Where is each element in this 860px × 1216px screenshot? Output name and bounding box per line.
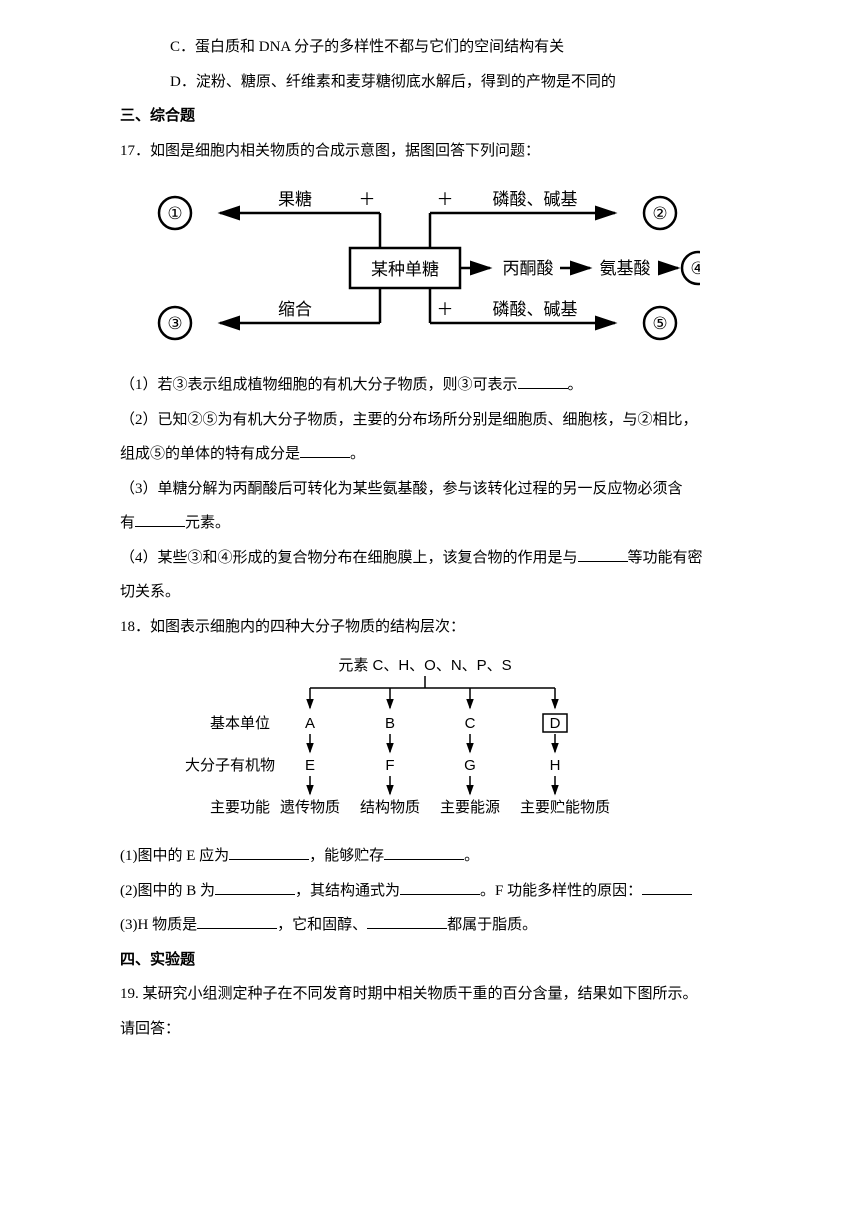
svg-text:缩合: 缩合 — [278, 300, 312, 319]
q19-stem2: 请回答： — [120, 1012, 730, 1047]
blank[interactable] — [400, 877, 480, 895]
svg-text:遗传物质: 遗传物质 — [280, 799, 340, 816]
blank[interactable] — [229, 842, 309, 860]
svg-text:＋: ＋ — [437, 190, 454, 209]
svg-text:＋: ＋ — [359, 190, 376, 209]
blank[interactable] — [642, 877, 692, 895]
blank[interactable] — [367, 911, 447, 929]
blank[interactable] — [197, 911, 277, 929]
svg-text:结构物质: 结构物质 — [360, 799, 420, 816]
option-d: D．淀粉、糖原、纤维素和麦芽糖彻底水解后，得到的产物是不同的 — [120, 65, 730, 100]
q18-sub2: (2)图中的 B 为，其结构通式为。F 功能多样性的原因： — [120, 874, 730, 909]
svg-text:元素 C、H、O、N、P、S: 元素 C、H、O、N、P、S — [338, 657, 511, 674]
svg-text:B: B — [385, 715, 395, 732]
q17-sub4b: 切关系。 — [120, 575, 730, 610]
svg-text:某种单糖: 某种单糖 — [371, 260, 439, 279]
q18-sub3: (3)H 物质是，它和固醇、都属于脂质。 — [120, 908, 730, 943]
q19-stem: 19. 某研究小组测定种子在不同发育时期中相关物质干重的百分含量，结果如下图所示… — [120, 977, 730, 1012]
svg-text:②: ② — [652, 204, 667, 223]
svg-text:F: F — [385, 757, 394, 774]
blank[interactable] — [300, 440, 350, 458]
svg-text:①: ① — [167, 204, 182, 223]
svg-text:E: E — [305, 757, 315, 774]
q17-sub3a: （3）单糖分解为丙酮酸后可转化为某些氨基酸，参与该转化过程的另一反应物必须含 — [120, 472, 730, 507]
svg-text:氨基酸: 氨基酸 — [600, 259, 651, 278]
q17-sub2b: 组成⑤的单体的特有成分是。 — [120, 437, 730, 472]
svg-text:磷酸、碱基: 磷酸、碱基 — [493, 300, 578, 319]
q17-sub4a: （4）某些③和④形成的复合物分布在细胞膜上，该复合物的作用是与等功能有密 — [120, 541, 730, 576]
svg-text:＋: ＋ — [437, 300, 454, 319]
blank[interactable] — [384, 842, 464, 860]
q18-diagram: 元素 C、H、O、N、P、S 基本单位 大分子有机物 主要功能 A E 遗传物质… — [120, 654, 730, 824]
q17-stem: 17．如图是细胞内相关物质的合成示意图，据图回答下列问题： — [120, 134, 730, 169]
svg-text:C: C — [465, 715, 476, 732]
svg-text:H: H — [550, 757, 561, 774]
svg-text:主要功能: 主要功能 — [210, 799, 270, 816]
svg-text:D: D — [550, 715, 561, 732]
svg-text:A: A — [305, 715, 315, 732]
svg-text:大分子有机物: 大分子有机物 — [185, 757, 275, 774]
q17-sub1: （1）若③表示组成植物细胞的有机大分子物质，则③可表示。 — [120, 368, 730, 403]
svg-text:主要贮能物质: 主要贮能物质 — [520, 799, 610, 816]
blank[interactable] — [578, 544, 628, 562]
q17-sub3b: 有元素。 — [120, 506, 730, 541]
svg-text:④: ④ — [690, 259, 700, 278]
blank[interactable] — [215, 877, 295, 895]
svg-text:基本单位: 基本单位 — [210, 715, 270, 732]
q18-stem: 18．如图表示细胞内的四种大分子物质的结构层次： — [120, 610, 730, 645]
svg-text:磷酸、碱基: 磷酸、碱基 — [493, 190, 578, 209]
option-c: C．蛋白质和 DNA 分子的多样性不都与它们的空间结构有关 — [120, 30, 730, 65]
svg-text:主要能源: 主要能源 — [440, 799, 500, 816]
blank[interactable] — [518, 371, 568, 389]
section-3-heading: 三、综合题 — [120, 99, 730, 134]
q17-sub2a: （2）已知②⑤为有机大分子物质，主要的分布场所分别是细胞质、细胞核，与②相比， — [120, 403, 730, 438]
svg-text:丙酮酸: 丙酮酸 — [503, 259, 554, 278]
blank[interactable] — [135, 509, 185, 527]
svg-text:⑤: ⑤ — [652, 314, 667, 333]
svg-text:果糖: 果糖 — [278, 190, 312, 209]
section-4-heading: 四、实验题 — [120, 943, 730, 978]
svg-text:G: G — [464, 757, 476, 774]
svg-text:③: ③ — [167, 314, 182, 333]
q18-sub1: (1)图中的 E 应为，能够贮存。 — [120, 839, 730, 874]
q17-diagram: 某种单糖 果糖 ＋ ① 缩合 ③ ＋ 磷酸、碱基 ② 丙酮酸 氨基酸 ④ ＋ 磷… — [120, 178, 730, 353]
